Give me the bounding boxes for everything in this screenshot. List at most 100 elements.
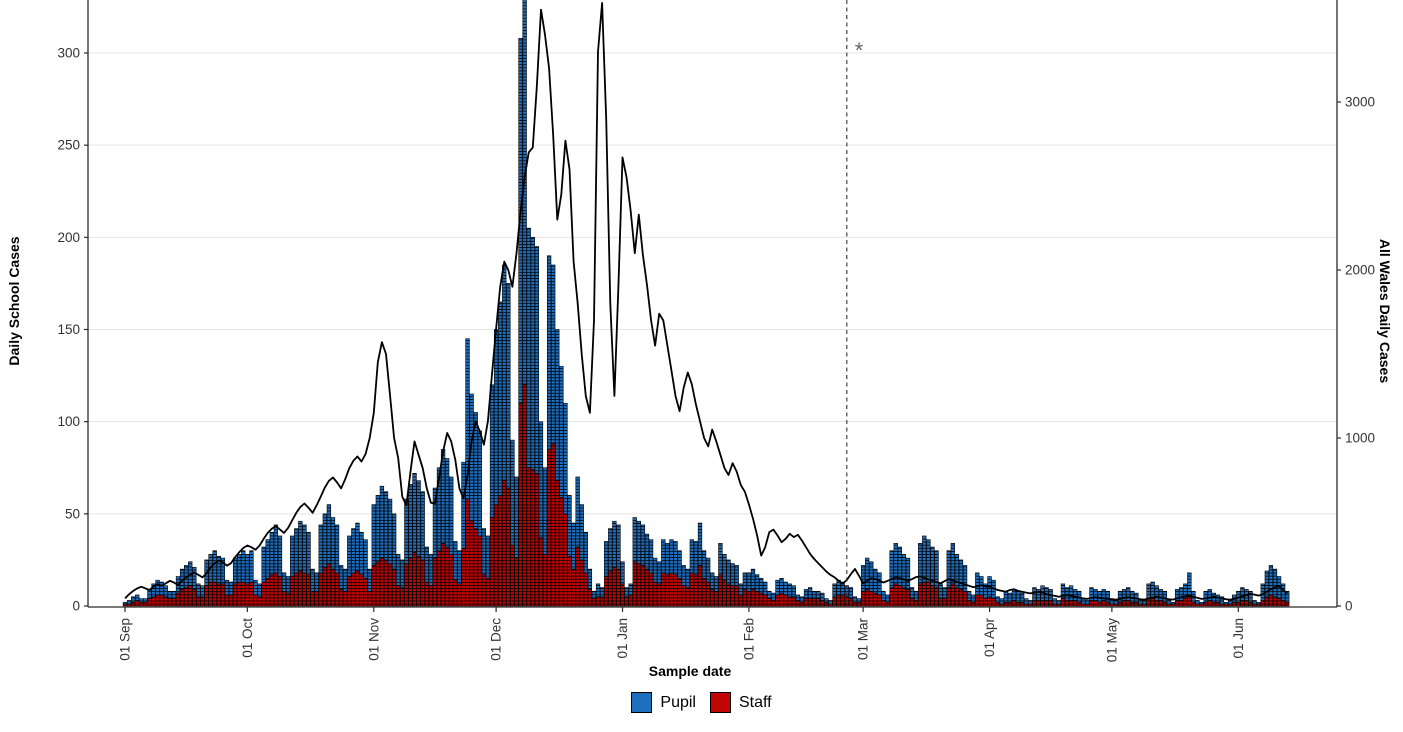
left-tick-label: 150 (57, 322, 80, 337)
staff-bar (591, 598, 597, 607)
pupil-bar (1024, 598, 1029, 605)
pupil-bar (155, 579, 160, 596)
staff-bar (632, 561, 637, 607)
pupil-bar (971, 594, 976, 603)
staff-bar (1015, 602, 1021, 607)
staff-bar (538, 537, 544, 607)
staff-bar (294, 572, 299, 607)
pupil-bar (787, 583, 792, 598)
staff-bar (257, 596, 262, 607)
left-tick-label: 200 (57, 230, 80, 245)
staff-bar (184, 587, 189, 607)
staff-bar (893, 583, 898, 607)
staff-bar (196, 596, 201, 607)
staff-bar (869, 590, 874, 607)
staff-bar (942, 598, 947, 607)
pupil-bar (1223, 602, 1229, 605)
staff-bar (820, 600, 825, 607)
staff-bar (901, 587, 907, 607)
staff-bar (583, 572, 588, 607)
pupil-bar (457, 550, 462, 585)
all-wales-line (124, 2, 1288, 601)
staff-bar (1248, 602, 1253, 607)
pupil-bar (999, 598, 1004, 605)
pupil-bar (624, 587, 629, 598)
staff-bar (179, 589, 185, 607)
pupil-bar (1264, 570, 1269, 598)
legend-label-staff: Staff (738, 693, 772, 711)
staff-bar (661, 572, 666, 607)
staff-bar (171, 598, 177, 607)
pupil-bar (701, 550, 707, 579)
pupil-bar (1060, 583, 1066, 599)
staff-bar (1064, 600, 1070, 607)
pupil-bar (628, 583, 633, 596)
x-tick-label: 01 Jun (1231, 618, 1246, 659)
staff-bar (510, 544, 515, 607)
pupil-bar (966, 590, 972, 601)
pupil-bar (151, 583, 156, 598)
pupil-bar (689, 539, 694, 574)
pupil-bar (318, 524, 323, 574)
staff-bar (918, 583, 923, 607)
staff-bar (131, 602, 136, 607)
staff-bar (534, 472, 540, 607)
pupil-bar (1154, 585, 1159, 601)
pupil-bar (930, 546, 935, 587)
staff-bar (330, 568, 336, 607)
staff-bar (1232, 602, 1237, 607)
staff-bar (579, 559, 584, 607)
staff-bar (983, 598, 988, 607)
staff-bar (542, 554, 548, 607)
pupil-bar (375, 495, 380, 563)
pupil-bar (1003, 590, 1008, 603)
pupil-bar (673, 541, 678, 575)
staff-bar (616, 568, 621, 607)
pupil-bar (1187, 572, 1192, 598)
pupil-bar (1203, 590, 1208, 603)
staff-bar (281, 590, 287, 607)
staff-bar (498, 495, 503, 607)
pupil-bar (759, 578, 764, 594)
pupil-bar (449, 476, 454, 555)
pupil-bar (273, 524, 279, 574)
plot-area (122, 0, 1290, 607)
pupil-bar (245, 554, 250, 585)
pupil-bar (962, 565, 968, 592)
pupil-bar (281, 572, 287, 592)
pupil-bar (241, 550, 246, 583)
staff-bar (408, 557, 413, 607)
staff-bar (571, 568, 576, 607)
pupil-bar (856, 598, 862, 603)
staff-bar (163, 596, 168, 607)
pupil-bar (579, 504, 584, 561)
x-tick-label: 01 Apr (982, 617, 997, 657)
staff-bar (1215, 602, 1221, 607)
pupil-bar (1068, 585, 1074, 601)
staff-bar (204, 585, 209, 607)
staff-bar (481, 574, 487, 607)
staff-bar (889, 587, 894, 607)
pupil-bar (1170, 602, 1176, 605)
staff-bar (1044, 600, 1049, 607)
pupil-bar (249, 550, 254, 583)
pupil-bar (669, 539, 674, 574)
pupil-bar (575, 476, 580, 548)
pupil-bar (253, 579, 258, 596)
pupil-bar (832, 583, 837, 598)
staff-bar (865, 589, 870, 607)
pupil-bar (661, 539, 666, 574)
pupil-bar (612, 520, 617, 568)
pupil-bar (852, 596, 858, 603)
staff-bar (1187, 596, 1192, 607)
staff-bar (1117, 602, 1123, 607)
staff-bar (559, 496, 564, 607)
staff-bar (351, 572, 356, 607)
staff-bar (208, 581, 213, 607)
pupil-bar (1085, 600, 1090, 605)
pupil-bar (1121, 589, 1127, 601)
staff-bar (612, 566, 617, 607)
staff-bar (628, 594, 633, 607)
pupil-bar (812, 590, 817, 599)
pupil-bar (526, 227, 531, 469)
